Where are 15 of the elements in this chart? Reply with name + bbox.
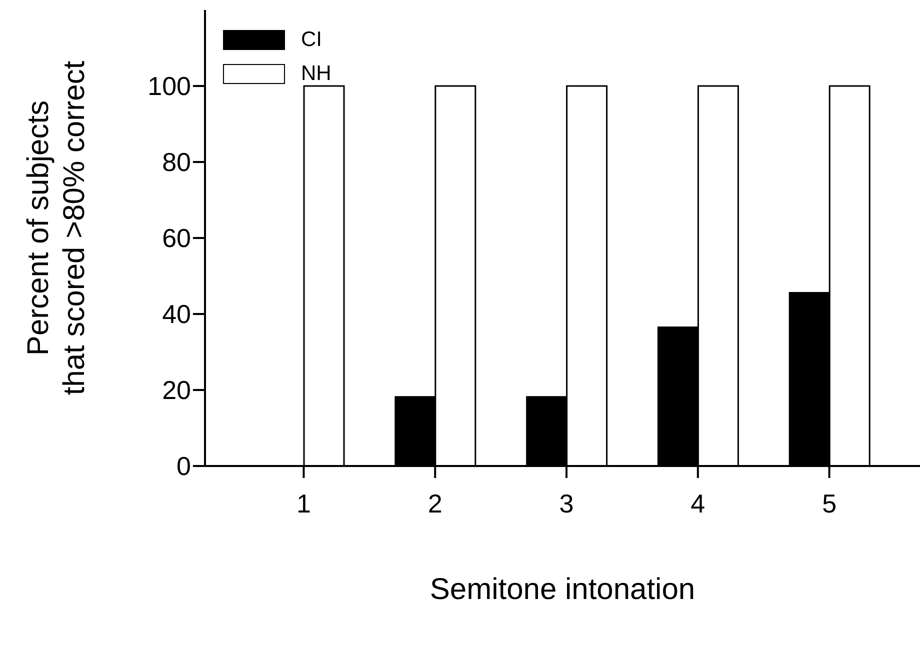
- x-tick-label: 4: [690, 488, 706, 518]
- legend-label: NH: [301, 62, 332, 86]
- legend-label: CI: [301, 28, 322, 52]
- y-tick-label: 40: [162, 299, 191, 330]
- y-tick-label: 80: [162, 147, 191, 178]
- x-tick-label: 1: [296, 488, 311, 518]
- x-axis-title: Semitone intonation: [430, 573, 696, 606]
- y-axis-title: Percent of subjects that scored >80% correct: [22, 60, 91, 396]
- x-tick-label: 2: [428, 488, 442, 518]
- y-tick-label: 100: [148, 71, 191, 102]
- y-tick-label: 0: [176, 451, 191, 482]
- x-tick-label: 3: [559, 488, 574, 518]
- x-tick-label: 5: [822, 488, 837, 518]
- y-tick-label: 60: [162, 223, 191, 254]
- y-tick-label: 20: [162, 375, 191, 406]
